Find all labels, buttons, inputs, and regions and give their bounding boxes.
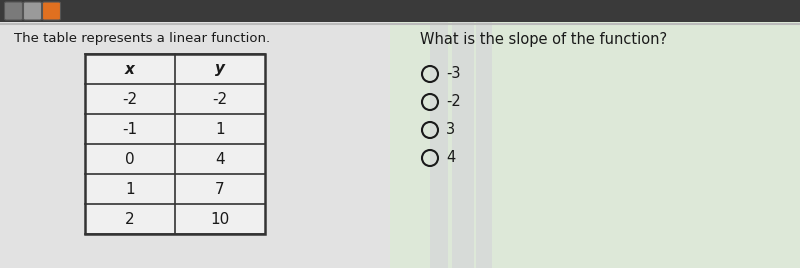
Text: 4: 4: [215, 151, 225, 166]
Text: -1: -1: [122, 121, 138, 136]
Bar: [0, 22, 390, 268]
Text: 4: 4: [446, 151, 455, 166]
FancyBboxPatch shape: [5, 2, 22, 20]
Text: 1: 1: [215, 121, 225, 136]
Text: y: y: [215, 61, 225, 76]
Text: -2: -2: [213, 91, 227, 106]
Text: 1: 1: [125, 181, 135, 196]
Bar: [430, 22, 448, 268]
Text: 0: 0: [125, 151, 135, 166]
Text: 7: 7: [215, 181, 225, 196]
Text: 3: 3: [446, 122, 455, 137]
Bar: [476, 22, 492, 268]
Text: The table represents a linear function.: The table represents a linear function.: [14, 32, 270, 45]
Bar: [0, 0, 800, 22]
Text: -3: -3: [446, 66, 461, 81]
Text: x: x: [125, 61, 135, 76]
Text: -2: -2: [446, 95, 461, 110]
FancyBboxPatch shape: [42, 2, 61, 20]
Text: What is the slope of the function?: What is the slope of the function?: [420, 32, 667, 47]
Bar: [452, 22, 474, 268]
Text: 10: 10: [210, 211, 230, 226]
Bar: [390, 22, 800, 268]
Text: 2: 2: [125, 211, 135, 226]
Bar: [85, 54, 265, 234]
FancyBboxPatch shape: [23, 2, 42, 20]
Text: -2: -2: [122, 91, 138, 106]
